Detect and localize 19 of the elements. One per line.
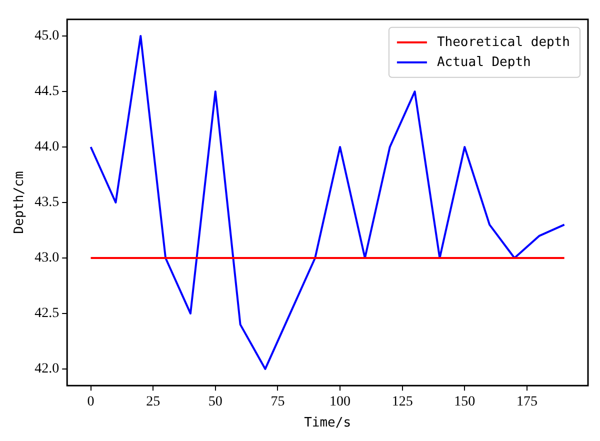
y-tick-label: 43.5 [34, 195, 60, 210]
y-tick-label: 44.0 [34, 140, 60, 155]
x-tick-label: 75 [270, 394, 285, 410]
x-tick-label: 100 [330, 394, 351, 410]
x-tick-label: 150 [454, 394, 476, 410]
y-tick-label: 43.0 [34, 250, 60, 266]
x-tick-label: 50 [208, 394, 222, 410]
y-axis-title: Depth/cm [12, 171, 28, 234]
x-tick-label: 125 [392, 394, 413, 410]
x-tick-label: 0 [87, 394, 94, 410]
x-axis-title: Time/s [304, 416, 352, 431]
x-tick-label: 175 [516, 394, 538, 410]
y-tick-label: 45.0 [34, 28, 60, 44]
y-tick-label: 42.0 [34, 362, 60, 377]
y-tick-label: 44.5 [34, 84, 60, 100]
legend-label: Actual Depth [436, 54, 531, 70]
x-tick-label: 25 [146, 394, 160, 410]
legend-label: Theoretical depth [436, 34, 570, 50]
y-tick-label: 42.5 [34, 306, 60, 322]
